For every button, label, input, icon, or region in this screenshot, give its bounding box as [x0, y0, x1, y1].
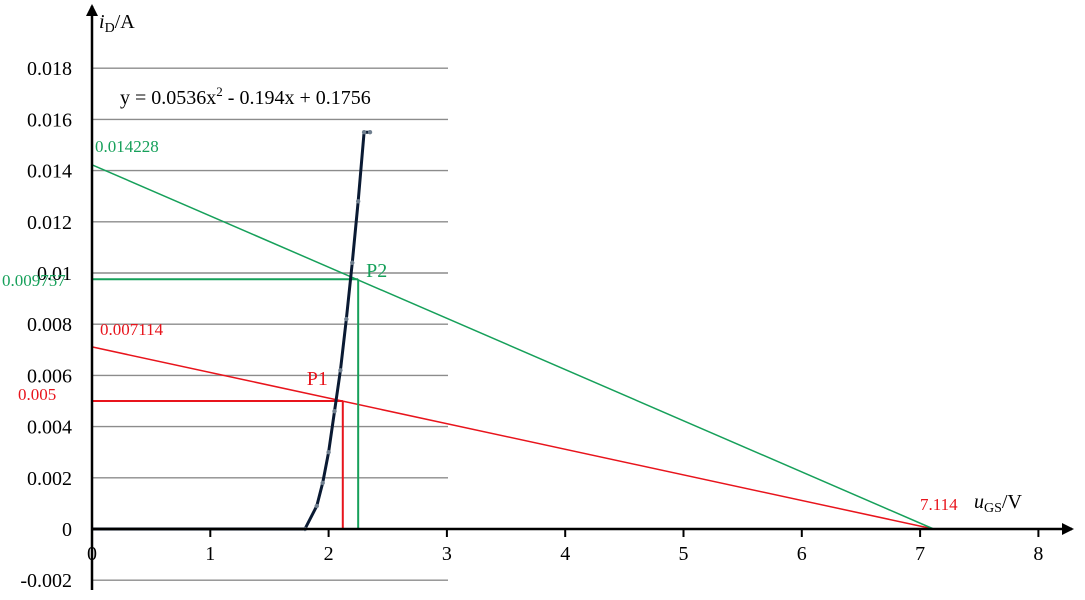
x-tick-label-6: 6 — [797, 543, 807, 565]
y-tick-label-2: 0.002 — [27, 468, 72, 490]
x-tick-labels: 0 1 2 3 4 5 6 7 8 — [87, 543, 1043, 565]
data-point-3 — [326, 450, 331, 455]
data-point-2 — [320, 480, 325, 486]
y-tick-label-4: 0.006 — [27, 365, 72, 387]
y-tick-label-6: 0.01 — [37, 263, 72, 285]
x-tick-label-8: 8 — [1033, 543, 1043, 565]
y-tick-label-1: 0 — [62, 519, 72, 541]
green-intercept-label: 0.014228 — [95, 137, 159, 156]
y-tick-label-5: 0.008 — [27, 314, 72, 336]
operating-point-labels: P1 P2 — [307, 260, 388, 390]
grid-lines — [92, 67, 448, 581]
trendline-equation: y = 0.0536x2 - 0.194x + 0.1756 — [120, 84, 371, 109]
x-tick-label-0: 0 — [87, 543, 97, 565]
x-axis-label: uGS/V — [974, 491, 1022, 516]
data-point-6 — [344, 316, 349, 322]
y-tick-label-9: 0.016 — [27, 109, 72, 131]
x-tick-label-5: 5 — [679, 543, 689, 565]
series-line-0 — [303, 130, 371, 530]
x-tick-label-1: 1 — [205, 543, 215, 565]
axes — [86, 4, 1074, 590]
x-tick-label-4: 4 — [560, 543, 570, 565]
red-point-value-label: 0.005 — [18, 385, 56, 404]
data-point-8 — [355, 199, 361, 204]
y-tick-label-7: 0.012 — [27, 212, 72, 234]
y-tick-label-0: -0.002 — [20, 570, 72, 592]
operating-point-label-1: P2 — [366, 260, 387, 282]
x-tick-label-7: 7 — [915, 543, 925, 565]
data-point-4 — [332, 409, 337, 414]
data-point-7 — [350, 260, 355, 265]
x-tick-label-2: 2 — [324, 543, 334, 565]
data-point-9 — [361, 130, 367, 135]
y-tick-label-8: 0.014 — [27, 161, 72, 183]
load-line-0 — [91, 346, 934, 530]
load-line-1 — [91, 164, 934, 530]
red-intercept-label: 0.007114 — [100, 320, 164, 339]
data-point-5 — [338, 368, 343, 373]
x-tick-label-3: 3 — [442, 543, 452, 565]
load-lines — [91, 164, 934, 530]
data-point-1 — [314, 503, 319, 509]
y-tick-label-10: 0.018 — [27, 58, 72, 80]
y-tick-label-3: 0.004 — [27, 417, 72, 439]
operating-point-label-0: P1 — [307, 368, 328, 390]
y-tick-labels: -0.002 0 0.002 0.004 0.006 0.008 0.01 0.012 0.01… — [20, 58, 72, 592]
operating-point-projections — [92, 278, 360, 529]
y-axis-label: iD/A — [99, 11, 135, 36]
green-point-value-label: 0.009757 — [2, 271, 66, 290]
x-intercept-label: 7.114 — [920, 495, 958, 514]
data-point-10 — [367, 130, 373, 135]
